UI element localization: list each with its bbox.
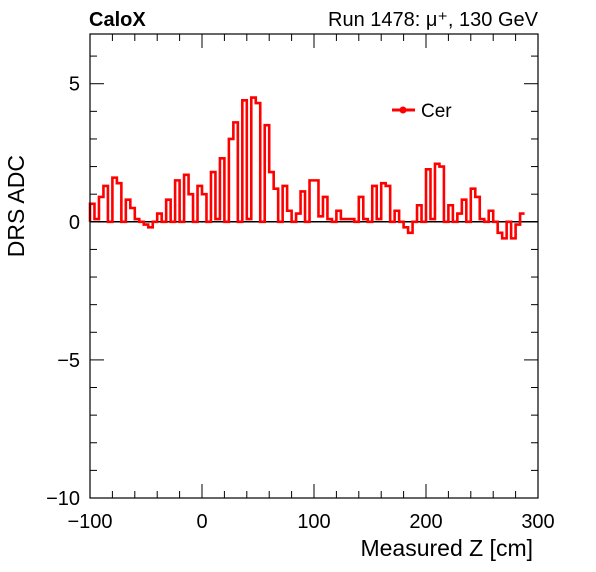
y-tick-label: 5 [69, 74, 80, 96]
series-step-line [88, 96, 525, 240]
x-tick-label: −100 [67, 511, 112, 533]
x-axis-label: Measured Z [cm] [360, 535, 533, 561]
plot-frame [89, 33, 539, 499]
y-axis-label: DRS ADC [3, 155, 29, 257]
experiment-label: CaloX [89, 9, 146, 31]
legend: Cer [392, 101, 452, 122]
legend-marker-cer [399, 106, 407, 114]
x-tick-label: 300 [521, 511, 554, 533]
axis-ticks: −100 0 100 200 300 −10 −5 0 5 [46, 34, 555, 533]
y-tick-label: −5 [57, 350, 80, 372]
x-tick-label: 200 [409, 511, 442, 533]
y-tick-label: 0 [69, 212, 80, 234]
run-info-label: Run 1478: μ⁺, 130 GeV [328, 9, 539, 31]
series-cer [88, 96, 525, 240]
plot-content [88, 96, 538, 240]
y-tick-label: −10 [46, 488, 80, 510]
legend-label-cer: Cer [421, 101, 452, 122]
x-tick-label: 100 [297, 511, 330, 533]
x-tick-label: 0 [196, 511, 207, 533]
